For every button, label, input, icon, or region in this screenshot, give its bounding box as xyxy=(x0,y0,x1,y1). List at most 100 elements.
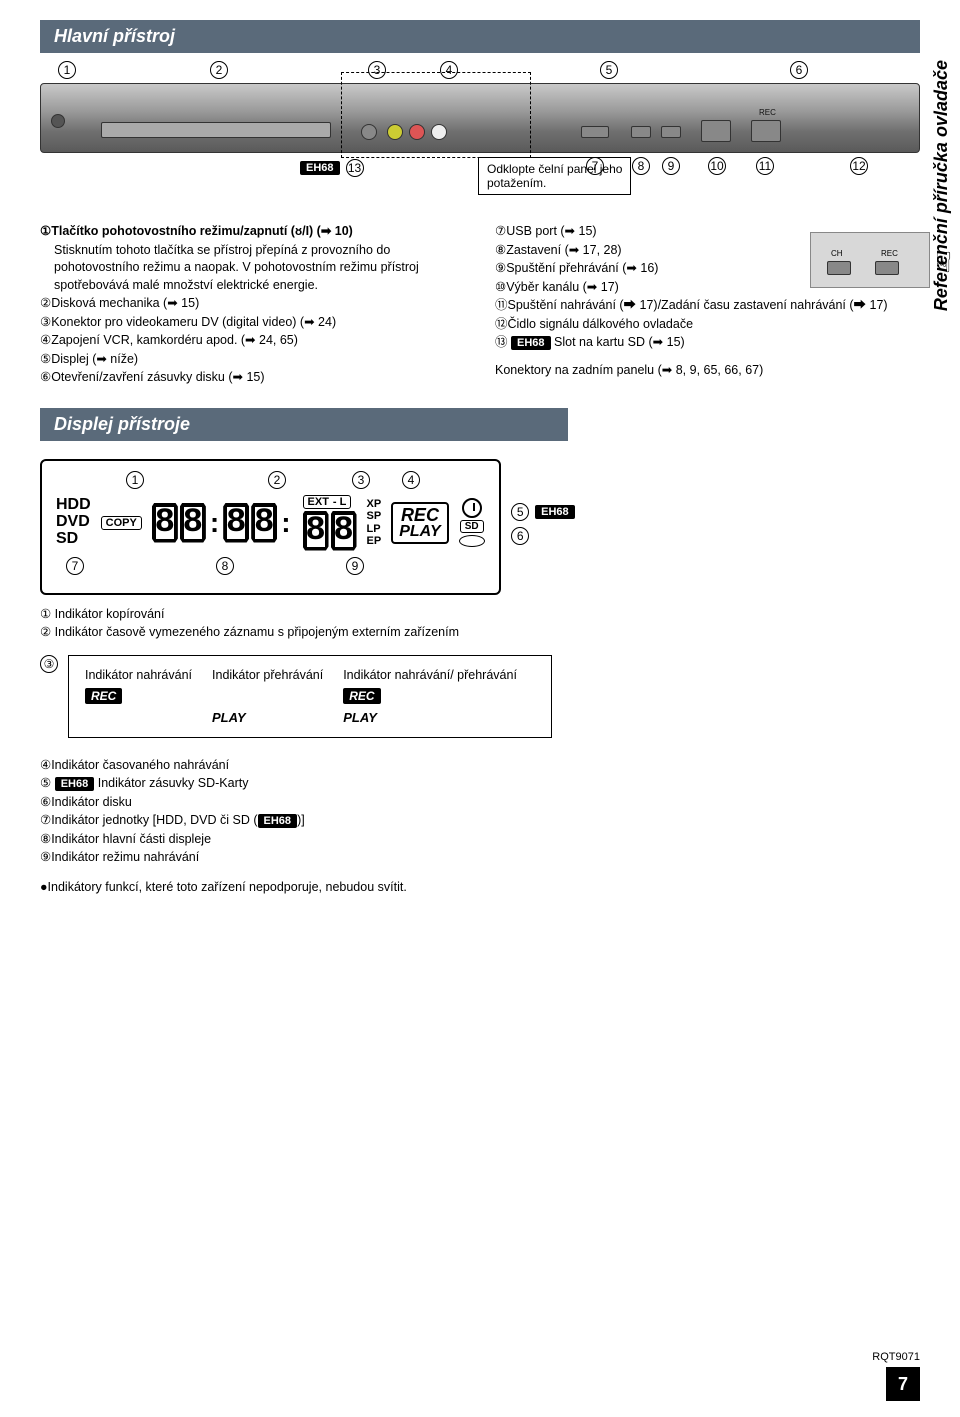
rec-badge-2: REC xyxy=(343,688,380,704)
segment-display: : : xyxy=(152,503,293,543)
eh68-badge-13: EH68 xyxy=(511,336,551,350)
item-13-num: ⑬ xyxy=(495,335,508,349)
usb-port xyxy=(581,126,609,138)
display-side-labels: 5 EH68 6 xyxy=(511,503,575,545)
mode-ep: EP xyxy=(367,535,382,547)
indicator-table-row: ③ Indikátor nahrávání Indikátor přehrává… xyxy=(40,647,920,738)
seg-5 xyxy=(303,511,329,551)
footer: RQT9071 7 xyxy=(872,1351,920,1401)
callout-13: 13 xyxy=(346,159,364,177)
item-3: ③Konektor pro videokameru DV (digital vi… xyxy=(40,314,465,332)
disp-item-7-tail: )] xyxy=(297,813,305,827)
item-1-desc: Stisknutím tohoto tlačítka se přístroj p… xyxy=(40,242,465,295)
display-bottom-callouts: 7 8 9 xyxy=(56,557,485,579)
display-desc-list-bottom: ④Indikátor časovaného nahrávání ⑤ EH68 I… xyxy=(40,756,920,897)
disp-item-6: ⑥Indikátor disku xyxy=(40,793,920,811)
disp-callout-8: 8 xyxy=(216,557,234,575)
note-line2: potažením. xyxy=(487,176,546,190)
disp-callout-3b: ③ xyxy=(40,655,58,673)
seg-3 xyxy=(223,503,249,543)
callout-12: 12 xyxy=(850,157,868,175)
disp-callout-9: 9 xyxy=(346,557,364,575)
stop-btn xyxy=(631,126,651,138)
panel-ch-btn xyxy=(827,261,851,275)
disp-callout-3: 3 xyxy=(352,471,370,489)
descriptions-columns: ①Tlačítko pohotovostního režimu/zapnutí … xyxy=(40,223,920,388)
panel-ch-label: CH xyxy=(831,249,843,258)
item-13: ⑬ EH68 Slot na kartu SD (➡ 15) xyxy=(495,334,920,352)
callout-9: 9 xyxy=(662,157,680,175)
item-5: ⑤Displej (➡ níže) xyxy=(40,351,465,369)
item-11: ⑪Spuštění nahrávání (➡ 17)/Zadání času z… xyxy=(495,297,920,315)
dashed-region xyxy=(341,72,531,158)
callout-1: 1 xyxy=(58,61,76,79)
rec-label: REC xyxy=(759,108,776,117)
bullet-note: ●Indikátory funkcí, které toto zařízení … xyxy=(40,878,920,896)
eh68-badge-disp: EH68 xyxy=(535,505,575,519)
display-top-callouts: 1 2 3 4 xyxy=(56,471,485,493)
av-connector-3 xyxy=(431,124,447,140)
device-body: REC xyxy=(40,83,920,153)
disc-icon xyxy=(459,535,485,547)
disp-item-7: ⑦Indikátor jednotky [HDD, DVD či SD (EH6… xyxy=(40,811,920,830)
callout-5: 5 xyxy=(600,61,618,79)
play-btn xyxy=(661,126,681,138)
display-row: HDD DVD SD COPY : : EXT - L xyxy=(56,495,485,551)
mid-callouts: EH68 13 7 8 9 10 11 12 Odklopte čelní pa… xyxy=(40,157,920,183)
play-badge-1: PLAY xyxy=(212,710,246,725)
callout-6: 6 xyxy=(790,61,808,79)
disp-item-2: ② Indikátor časově vymezeného záznamu s … xyxy=(40,623,920,641)
item-6: ⑥Otevření/zavření zásuvky disku (➡ 15) xyxy=(40,369,465,387)
th-play: Indikátor přehrávání xyxy=(212,666,341,684)
left-column: ①Tlačítko pohotovostního režimu/zapnutí … xyxy=(40,223,465,388)
disc-tray xyxy=(101,122,331,138)
item-13-text: Slot na kartu SD (➡ 15) xyxy=(554,335,685,349)
mode-sp: SP xyxy=(367,510,382,522)
av-connector-2 xyxy=(409,124,425,140)
item-2: ②Disková mechanika (➡ 15) xyxy=(40,295,465,313)
segment-display-2 xyxy=(303,511,357,551)
disp-item-5-num: ⑤ xyxy=(40,776,51,790)
av-connector-1 xyxy=(387,124,403,140)
th-recplay: Indikátor nahrávání/ přehrávání xyxy=(343,666,535,684)
power-button xyxy=(51,114,65,128)
sd-label: SD xyxy=(56,531,91,548)
callout-2: 2 xyxy=(210,61,228,79)
eh68-callout-13: EH68 13 xyxy=(300,159,364,177)
note-line1: Odklopte čelní panel jeho xyxy=(487,162,622,176)
dvd-label: DVD xyxy=(56,514,91,531)
rec-mode-column: XP SP LP EP xyxy=(367,498,382,546)
section-display-header: Displej přístroje xyxy=(40,408,568,441)
disp-callout-7: 7 xyxy=(66,557,84,575)
hdd-label: HDD xyxy=(56,497,91,514)
callout-10: 10 xyxy=(708,157,726,175)
dv-connector xyxy=(361,124,377,140)
rec-indicator: REC xyxy=(401,506,439,524)
clock-icon xyxy=(462,498,482,518)
page-number: 7 xyxy=(886,1367,920,1401)
finger-icon: ☟ xyxy=(935,246,952,279)
play-badge-2: PLAY xyxy=(343,710,377,725)
seg-6 xyxy=(331,511,357,551)
disp-callout-1: 1 xyxy=(126,471,144,489)
panel-zoom: CH REC xyxy=(810,232,930,288)
open-panel-note: Odklopte čelní panel jeho potažením. xyxy=(478,157,631,195)
panel-rec-btn xyxy=(875,261,899,275)
seg-1 xyxy=(152,503,178,543)
section-main-unit-header: Hlavní přístroj xyxy=(40,20,920,53)
l-text: - L xyxy=(333,496,346,508)
seg-colon-1: : xyxy=(208,507,221,539)
item-1-title: ①Tlačítko pohotovostního režimu/zapnutí … xyxy=(40,223,465,241)
disp-item-7-text: ⑦Indikátor jednotky [HDD, DVD či SD ( xyxy=(40,813,258,827)
ext-l-badge: EXT - L xyxy=(303,495,352,509)
seg-4 xyxy=(251,503,277,543)
ext-text: EXT xyxy=(308,496,329,508)
indicator-table: Indikátor nahrávání Indikátor přehrávání… xyxy=(68,655,552,738)
drive-stack: HDD DVD SD xyxy=(56,497,91,547)
disp-item-8: ⑧Indikátor hlavní části displeje xyxy=(40,830,920,848)
mode-xp: XP xyxy=(367,498,382,510)
disp-item-5: ⑤ EH68 Indikátor zásuvky SD-Karty xyxy=(40,774,920,793)
doc-code: RQT9071 xyxy=(872,1351,920,1363)
seg-colon-2: : xyxy=(279,507,292,539)
ch-buttons xyxy=(701,120,731,142)
